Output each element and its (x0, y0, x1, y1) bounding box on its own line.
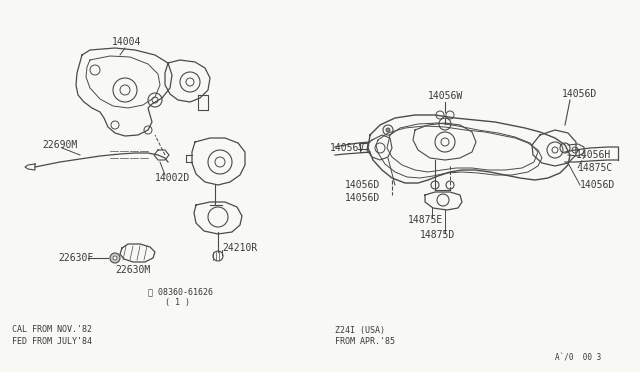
Text: 14056W: 14056W (428, 91, 463, 101)
Text: 22690M: 22690M (42, 140, 77, 150)
Text: 14875E: 14875E (408, 215, 444, 225)
Text: 14056D: 14056D (562, 89, 597, 99)
Text: FED FROM JULY'84: FED FROM JULY'84 (12, 337, 92, 346)
Text: 14056H: 14056H (576, 150, 611, 160)
Text: 14004: 14004 (112, 37, 141, 47)
Text: 14056D: 14056D (345, 180, 380, 190)
Text: 14875C: 14875C (578, 163, 613, 173)
Circle shape (386, 128, 390, 132)
Text: FROM APR.'85: FROM APR.'85 (335, 337, 395, 346)
Circle shape (110, 253, 120, 263)
Text: ( 1 ): ( 1 ) (165, 298, 190, 308)
Text: 14056V: 14056V (330, 143, 365, 153)
Text: Z24I (USA): Z24I (USA) (335, 326, 385, 334)
Text: 22630M: 22630M (115, 265, 150, 275)
Text: 14875D: 14875D (420, 230, 455, 240)
Text: A`/0  00 3: A`/0 00 3 (555, 353, 601, 362)
Text: 14056D: 14056D (345, 193, 380, 203)
Text: Ⓢ 08360-61626: Ⓢ 08360-61626 (148, 288, 213, 296)
Text: 24210R: 24210R (222, 243, 257, 253)
Text: CAL FROM NOV.'82: CAL FROM NOV.'82 (12, 326, 92, 334)
Text: 22630F: 22630F (58, 253, 93, 263)
Text: 14056D: 14056D (580, 180, 615, 190)
Text: 14002D: 14002D (155, 173, 190, 183)
Circle shape (113, 256, 117, 260)
